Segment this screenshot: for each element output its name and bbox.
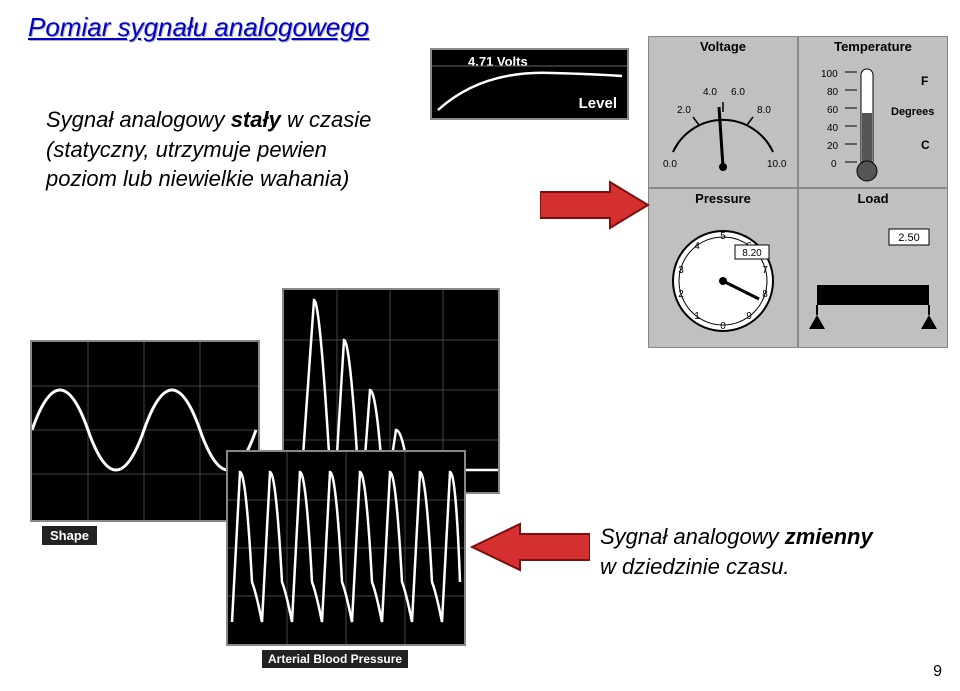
svg-text:8.20: 8.20 bbox=[742, 248, 762, 259]
svg-text:80: 80 bbox=[827, 87, 839, 98]
load-title: Load bbox=[799, 191, 947, 206]
txt: w czasie bbox=[281, 107, 371, 132]
txt: (statyczny, utrzymuje pewien bbox=[46, 137, 327, 162]
svg-text:9: 9 bbox=[746, 311, 752, 322]
load-cell: Load 2.50 bbox=[798, 188, 948, 348]
svg-text:4: 4 bbox=[694, 241, 700, 252]
thermometer: 100 80 60 40 20 0 F Degrees C bbox=[799, 57, 947, 187]
svg-text:0.0: 0.0 bbox=[663, 159, 677, 170]
level-curve bbox=[432, 50, 627, 118]
load-indicator: 2.50 bbox=[799, 207, 947, 347]
svg-text:4.0: 4.0 bbox=[703, 87, 717, 98]
shape-label: Shape bbox=[42, 526, 97, 545]
svg-text:C: C bbox=[921, 138, 930, 152]
txt-bold: zmienny bbox=[785, 524, 873, 549]
txt: w dziedzinie czasu. bbox=[600, 554, 790, 579]
svg-text:1: 1 bbox=[694, 311, 700, 322]
svg-text:Degrees: Degrees bbox=[891, 106, 934, 118]
voltage-cell: Voltage 0.0 2.0 4.0 6.0 8.0 10.0 bbox=[648, 36, 798, 188]
level-panel: 4.71 Volts Level bbox=[430, 48, 629, 120]
svg-text:20: 20 bbox=[827, 141, 839, 152]
svg-text:F: F bbox=[921, 74, 928, 88]
svg-text:0: 0 bbox=[720, 321, 726, 332]
svg-text:3: 3 bbox=[678, 265, 684, 276]
pressure-dial: 5 6 7 8 9 0 1 2 3 4 8.20 bbox=[649, 207, 797, 347]
static-signal-text: Sygnał analogowy stały w czasie (statycz… bbox=[46, 105, 426, 194]
svg-text:8: 8 bbox=[762, 289, 768, 300]
temperature-title: Temperature bbox=[799, 39, 947, 54]
abp-scope-wrap: Arterial Blood Pressure bbox=[226, 450, 466, 680]
shape-waveform bbox=[32, 342, 258, 520]
svg-text:8.0: 8.0 bbox=[757, 105, 771, 116]
svg-text:40: 40 bbox=[827, 123, 839, 134]
voltage-title: Voltage bbox=[649, 39, 797, 54]
svg-text:7: 7 bbox=[762, 265, 768, 276]
svg-text:5: 5 bbox=[720, 231, 726, 242]
page-title: Pomiar sygnału analogowego bbox=[28, 12, 369, 43]
svg-text:2.50: 2.50 bbox=[898, 232, 919, 244]
abp-label: Arterial Blood Pressure bbox=[262, 650, 408, 668]
abp-waveform bbox=[228, 452, 464, 644]
voltage-meter: 0.0 2.0 4.0 6.0 8.0 10.0 bbox=[649, 57, 797, 187]
dynamic-signal-text: Sygnał analogowy zmienny w dziedzinie cz… bbox=[600, 522, 940, 581]
txt: Sygnał analogowy bbox=[46, 107, 231, 132]
pressure-title: Pressure bbox=[649, 191, 797, 206]
txt: poziom lub niewielkie wahania) bbox=[46, 166, 349, 191]
abp-scope bbox=[226, 450, 466, 646]
svg-text:2: 2 bbox=[678, 289, 684, 300]
svg-text:0: 0 bbox=[831, 159, 837, 170]
txt-bold: stały bbox=[231, 107, 281, 132]
svg-text:10.0: 10.0 bbox=[767, 159, 787, 170]
txt: Sygnał analogowy bbox=[600, 524, 785, 549]
page-number: 9 bbox=[933, 663, 942, 681]
svg-text:60: 60 bbox=[827, 105, 839, 116]
temperature-cell: Temperature 100 80 60 40 20 0 F Degrees … bbox=[798, 36, 948, 188]
pressure-cell: Pressure 5 6 7 8 9 0 1 2 3 4 8.20 bbox=[648, 188, 798, 348]
svg-text:100: 100 bbox=[821, 69, 838, 80]
svg-text:2.0: 2.0 bbox=[677, 105, 691, 116]
arrow-right-1 bbox=[540, 180, 650, 230]
arrow-left-1 bbox=[470, 522, 590, 572]
gauge-grid: Voltage 0.0 2.0 4.0 6.0 8.0 10.0 Tempera… bbox=[648, 36, 948, 346]
svg-text:6.0: 6.0 bbox=[731, 87, 745, 98]
